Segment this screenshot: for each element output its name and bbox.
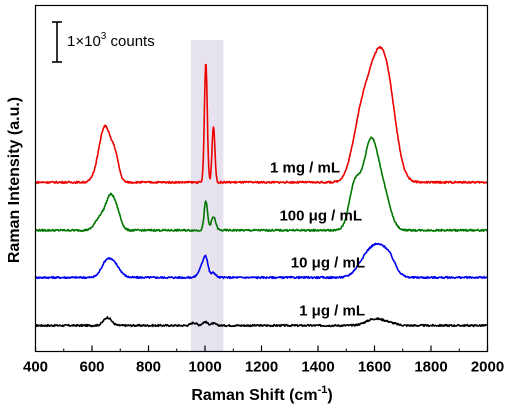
x-tick-label: 800 (136, 359, 161, 376)
x-axis-ticks: 400 600 800 1000 1200 1400 1600 1800 2000 (23, 345, 504, 376)
y-axis-title: Raman Intensity (a.u.) (6, 97, 23, 263)
x-tick-label: 600 (79, 359, 104, 376)
series-label: 100 μg / mL (279, 207, 362, 224)
scale-bar-label: 1×103 counts (67, 31, 155, 50)
x-tick-label: 1000 (188, 359, 221, 376)
plot-frame (34, 4, 489, 353)
spectrum-line (34, 242, 489, 280)
spectrum-line (34, 136, 489, 232)
x-tick-label: 1800 (414, 359, 447, 376)
x-tick-label: 1600 (358, 359, 391, 376)
x-tick-label: 1400 (301, 359, 334, 376)
series-label: 1 μg / mL (299, 303, 365, 320)
series-label: 1 mg / mL (270, 159, 340, 176)
spectrum-line (35, 316, 488, 328)
scale-bar: 1×103 counts (52, 21, 155, 63)
x-axis-title: Raman Shift (cm-1) (191, 384, 332, 404)
x-tick-label: 2000 (471, 359, 504, 376)
x-tick-label: 400 (23, 359, 48, 376)
x-tick-label: 1200 (245, 359, 278, 376)
series-layer (34, 45, 489, 328)
series-label: 10 μg / mL (291, 255, 365, 272)
spectrum-line (35, 45, 488, 184)
series-label-layer: 1 μg / mL 10 μg / mL 100 μg / mL 1 mg / mL (270, 159, 365, 319)
